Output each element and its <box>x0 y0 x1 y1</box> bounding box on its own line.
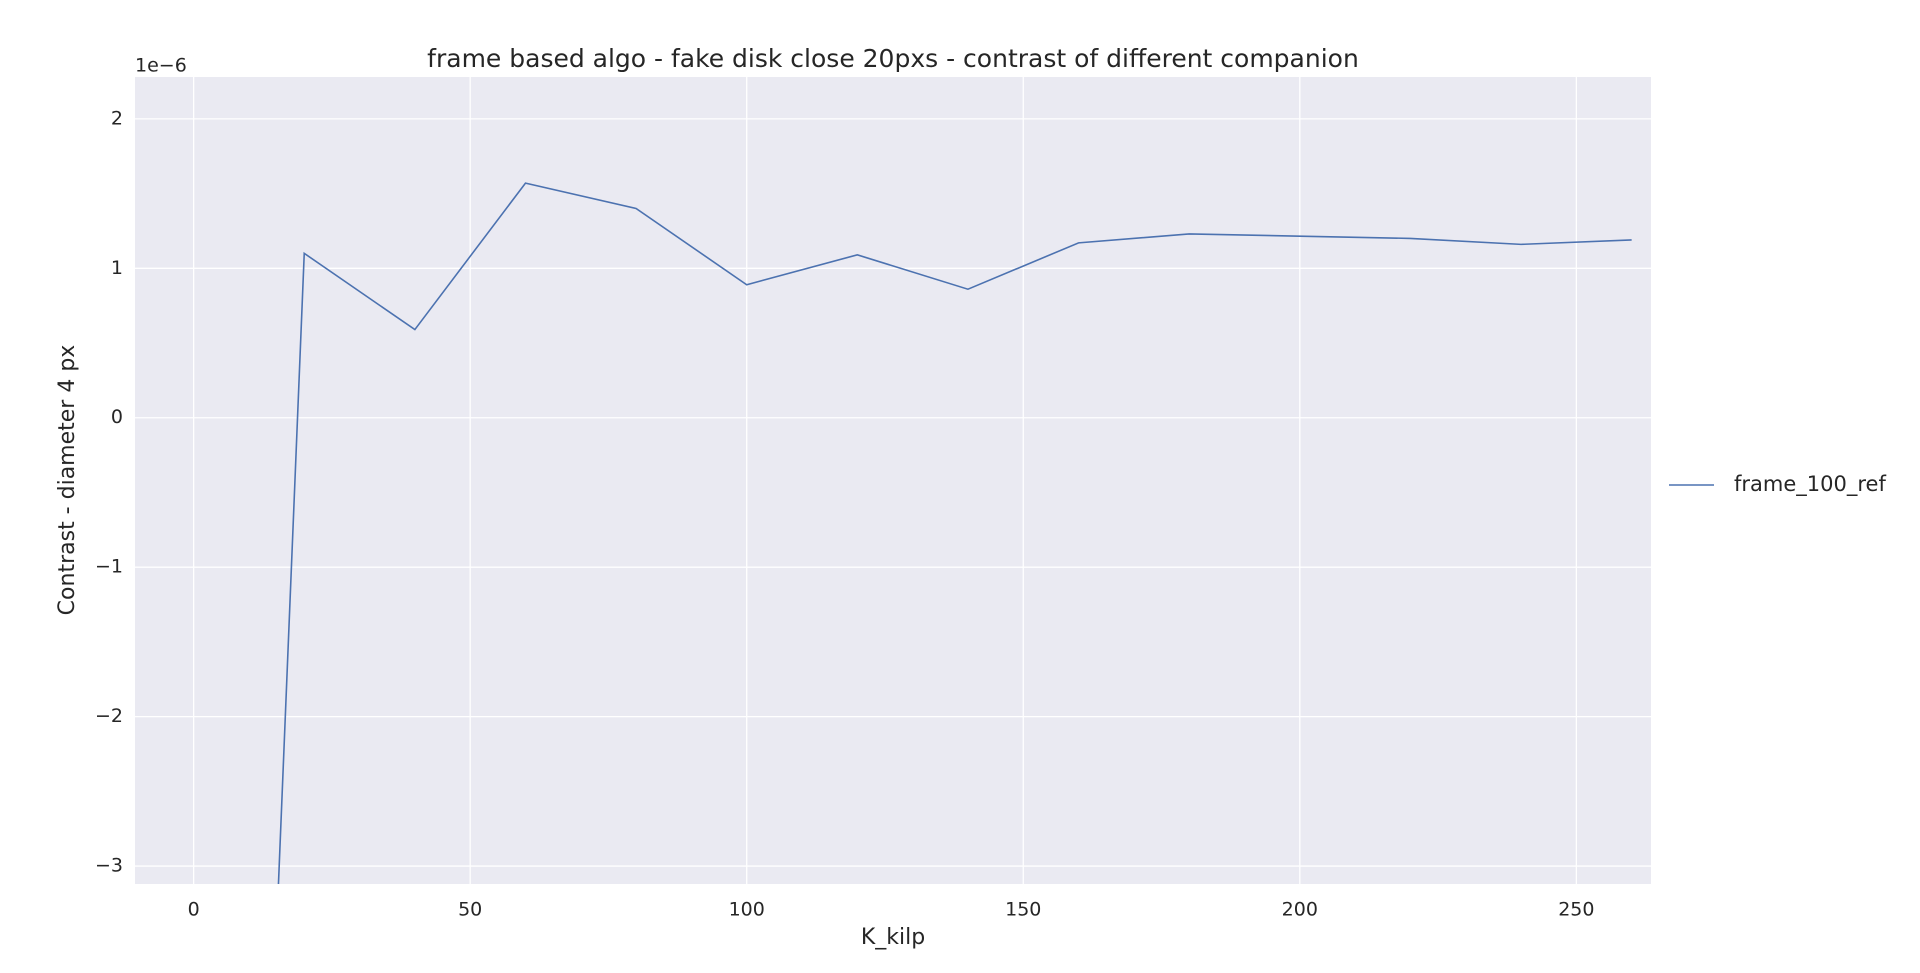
x-tick-label: 0 <box>188 899 200 921</box>
data-line <box>277 182 1632 884</box>
y-tick-label: 0 <box>111 406 123 428</box>
plot-clip <box>277 182 1632 884</box>
x-tick-label: 200 <box>1282 899 1318 921</box>
y-axis-label: Contrast - diameter 4 px <box>55 345 80 616</box>
y-tick-label: 1 <box>111 257 123 279</box>
chart-title: frame based algo - fake disk close 20pxs… <box>427 44 1359 73</box>
legend-label: frame_100_ref <box>1734 472 1886 497</box>
x-tick-label: 50 <box>458 899 482 921</box>
y-tick-label: 2 <box>111 107 123 129</box>
plot-area <box>135 77 1651 884</box>
x-tick-label: 150 <box>1005 899 1041 921</box>
x-tick-label: 100 <box>729 899 765 921</box>
y-tick-label: −3 <box>95 855 123 877</box>
x-tick-label: 250 <box>1558 899 1594 921</box>
x-axis-label: K_kilp <box>861 925 925 950</box>
y-tick-label: −2 <box>95 705 123 727</box>
y-offset-label: 1e−6 <box>135 55 187 77</box>
y-tick-label: −1 <box>95 556 123 578</box>
